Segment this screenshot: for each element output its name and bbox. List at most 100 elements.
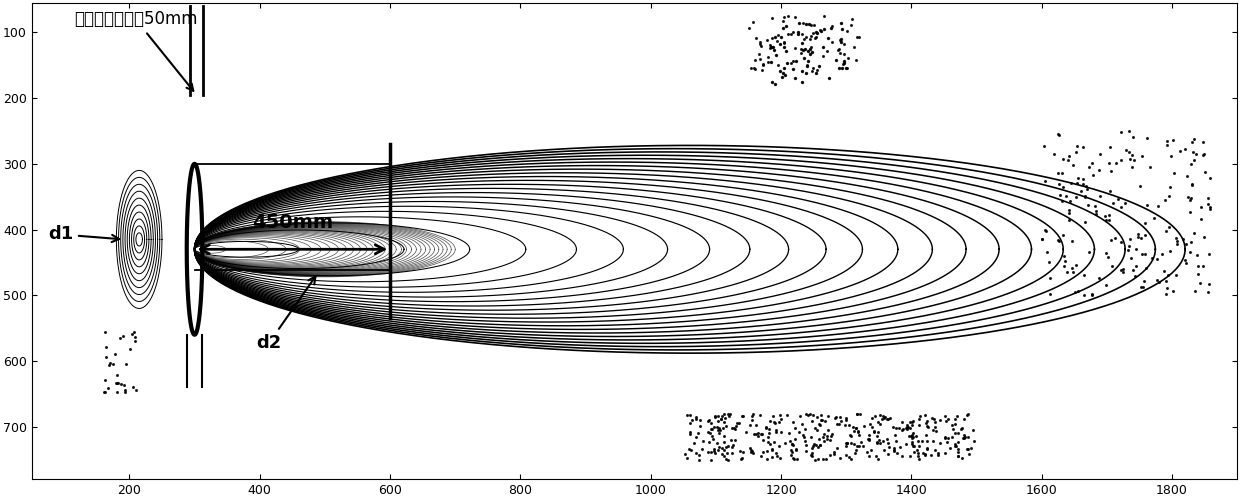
Point (1048, 236, 1068, 244)
Point (712, 444, 732, 452)
Point (1071, 187, 1091, 195)
Point (785, 436, 805, 444)
Point (1056, 192, 1076, 200)
Point (1157, 141, 1177, 149)
Point (804, 442, 823, 450)
Point (848, 428, 868, 436)
Point (785, 44, 805, 52)
Point (879, 450, 899, 458)
Point (1111, 156, 1131, 164)
Point (730, 446, 750, 454)
Point (763, 453, 782, 461)
Point (859, 435, 879, 443)
Point (947, 429, 967, 437)
Point (680, 419, 699, 427)
Point (1154, 196, 1174, 204)
Point (1039, 258, 1059, 266)
Point (825, 450, 844, 458)
Point (847, 32, 867, 40)
Point (1074, 143, 1094, 151)
Point (837, 27, 857, 35)
Point (1044, 150, 1064, 158)
Point (813, 12, 833, 20)
Point (843, 422, 863, 430)
Point (1115, 198, 1135, 206)
Point (1084, 172, 1104, 179)
Point (935, 412, 955, 420)
Point (801, 32, 821, 40)
Point (1180, 196, 1200, 204)
Point (833, 40, 853, 48)
Point (1075, 291, 1095, 299)
Point (959, 444, 978, 452)
Point (830, 412, 849, 420)
Point (1178, 192, 1198, 200)
Point (1194, 168, 1214, 175)
Point (1122, 132, 1142, 140)
Point (1063, 264, 1083, 272)
Point (686, 448, 706, 456)
Point (954, 431, 973, 439)
Point (832, 26, 852, 34)
Point (796, 20, 816, 28)
Point (901, 420, 921, 428)
Point (706, 450, 725, 458)
Point (1109, 196, 1128, 203)
Point (722, 442, 742, 450)
Point (701, 425, 720, 433)
Point (1132, 250, 1152, 258)
Point (945, 416, 965, 424)
Point (709, 428, 729, 436)
Point (957, 412, 977, 420)
Point (877, 415, 897, 423)
Point (854, 422, 874, 430)
Point (877, 435, 897, 443)
Point (1164, 169, 1184, 177)
Point (1053, 184, 1073, 192)
Point (714, 446, 734, 454)
Point (951, 454, 971, 462)
Point (751, 430, 771, 438)
Point (94, 328, 114, 336)
Point (699, 438, 719, 446)
Point (691, 422, 711, 430)
Point (771, 33, 791, 41)
Point (1089, 274, 1109, 281)
Point (779, 12, 799, 20)
Point (792, 420, 812, 428)
Point (1096, 250, 1116, 258)
Point (857, 448, 877, 456)
Point (862, 424, 882, 432)
Point (714, 418, 734, 426)
Point (887, 424, 906, 432)
Point (801, 452, 821, 460)
Point (1037, 248, 1056, 256)
Point (712, 416, 732, 424)
Point (1193, 138, 1213, 146)
Point (680, 412, 699, 420)
Point (947, 445, 967, 453)
Point (873, 437, 893, 445)
Point (1147, 276, 1167, 284)
Point (923, 438, 942, 446)
Point (1142, 254, 1162, 262)
Point (717, 422, 737, 430)
Point (897, 420, 916, 428)
Point (698, 428, 718, 436)
Point (1074, 272, 1094, 280)
Point (1111, 238, 1131, 246)
Point (909, 414, 929, 422)
Point (1198, 200, 1218, 208)
Point (766, 428, 786, 436)
Point (830, 64, 849, 72)
Point (807, 413, 827, 421)
Point (1099, 160, 1118, 168)
Point (843, 440, 863, 448)
Point (1132, 282, 1152, 290)
Point (123, 384, 143, 392)
Point (770, 428, 790, 436)
Point (764, 438, 784, 446)
Point (813, 456, 833, 464)
Point (1153, 268, 1173, 276)
Point (811, 440, 831, 448)
